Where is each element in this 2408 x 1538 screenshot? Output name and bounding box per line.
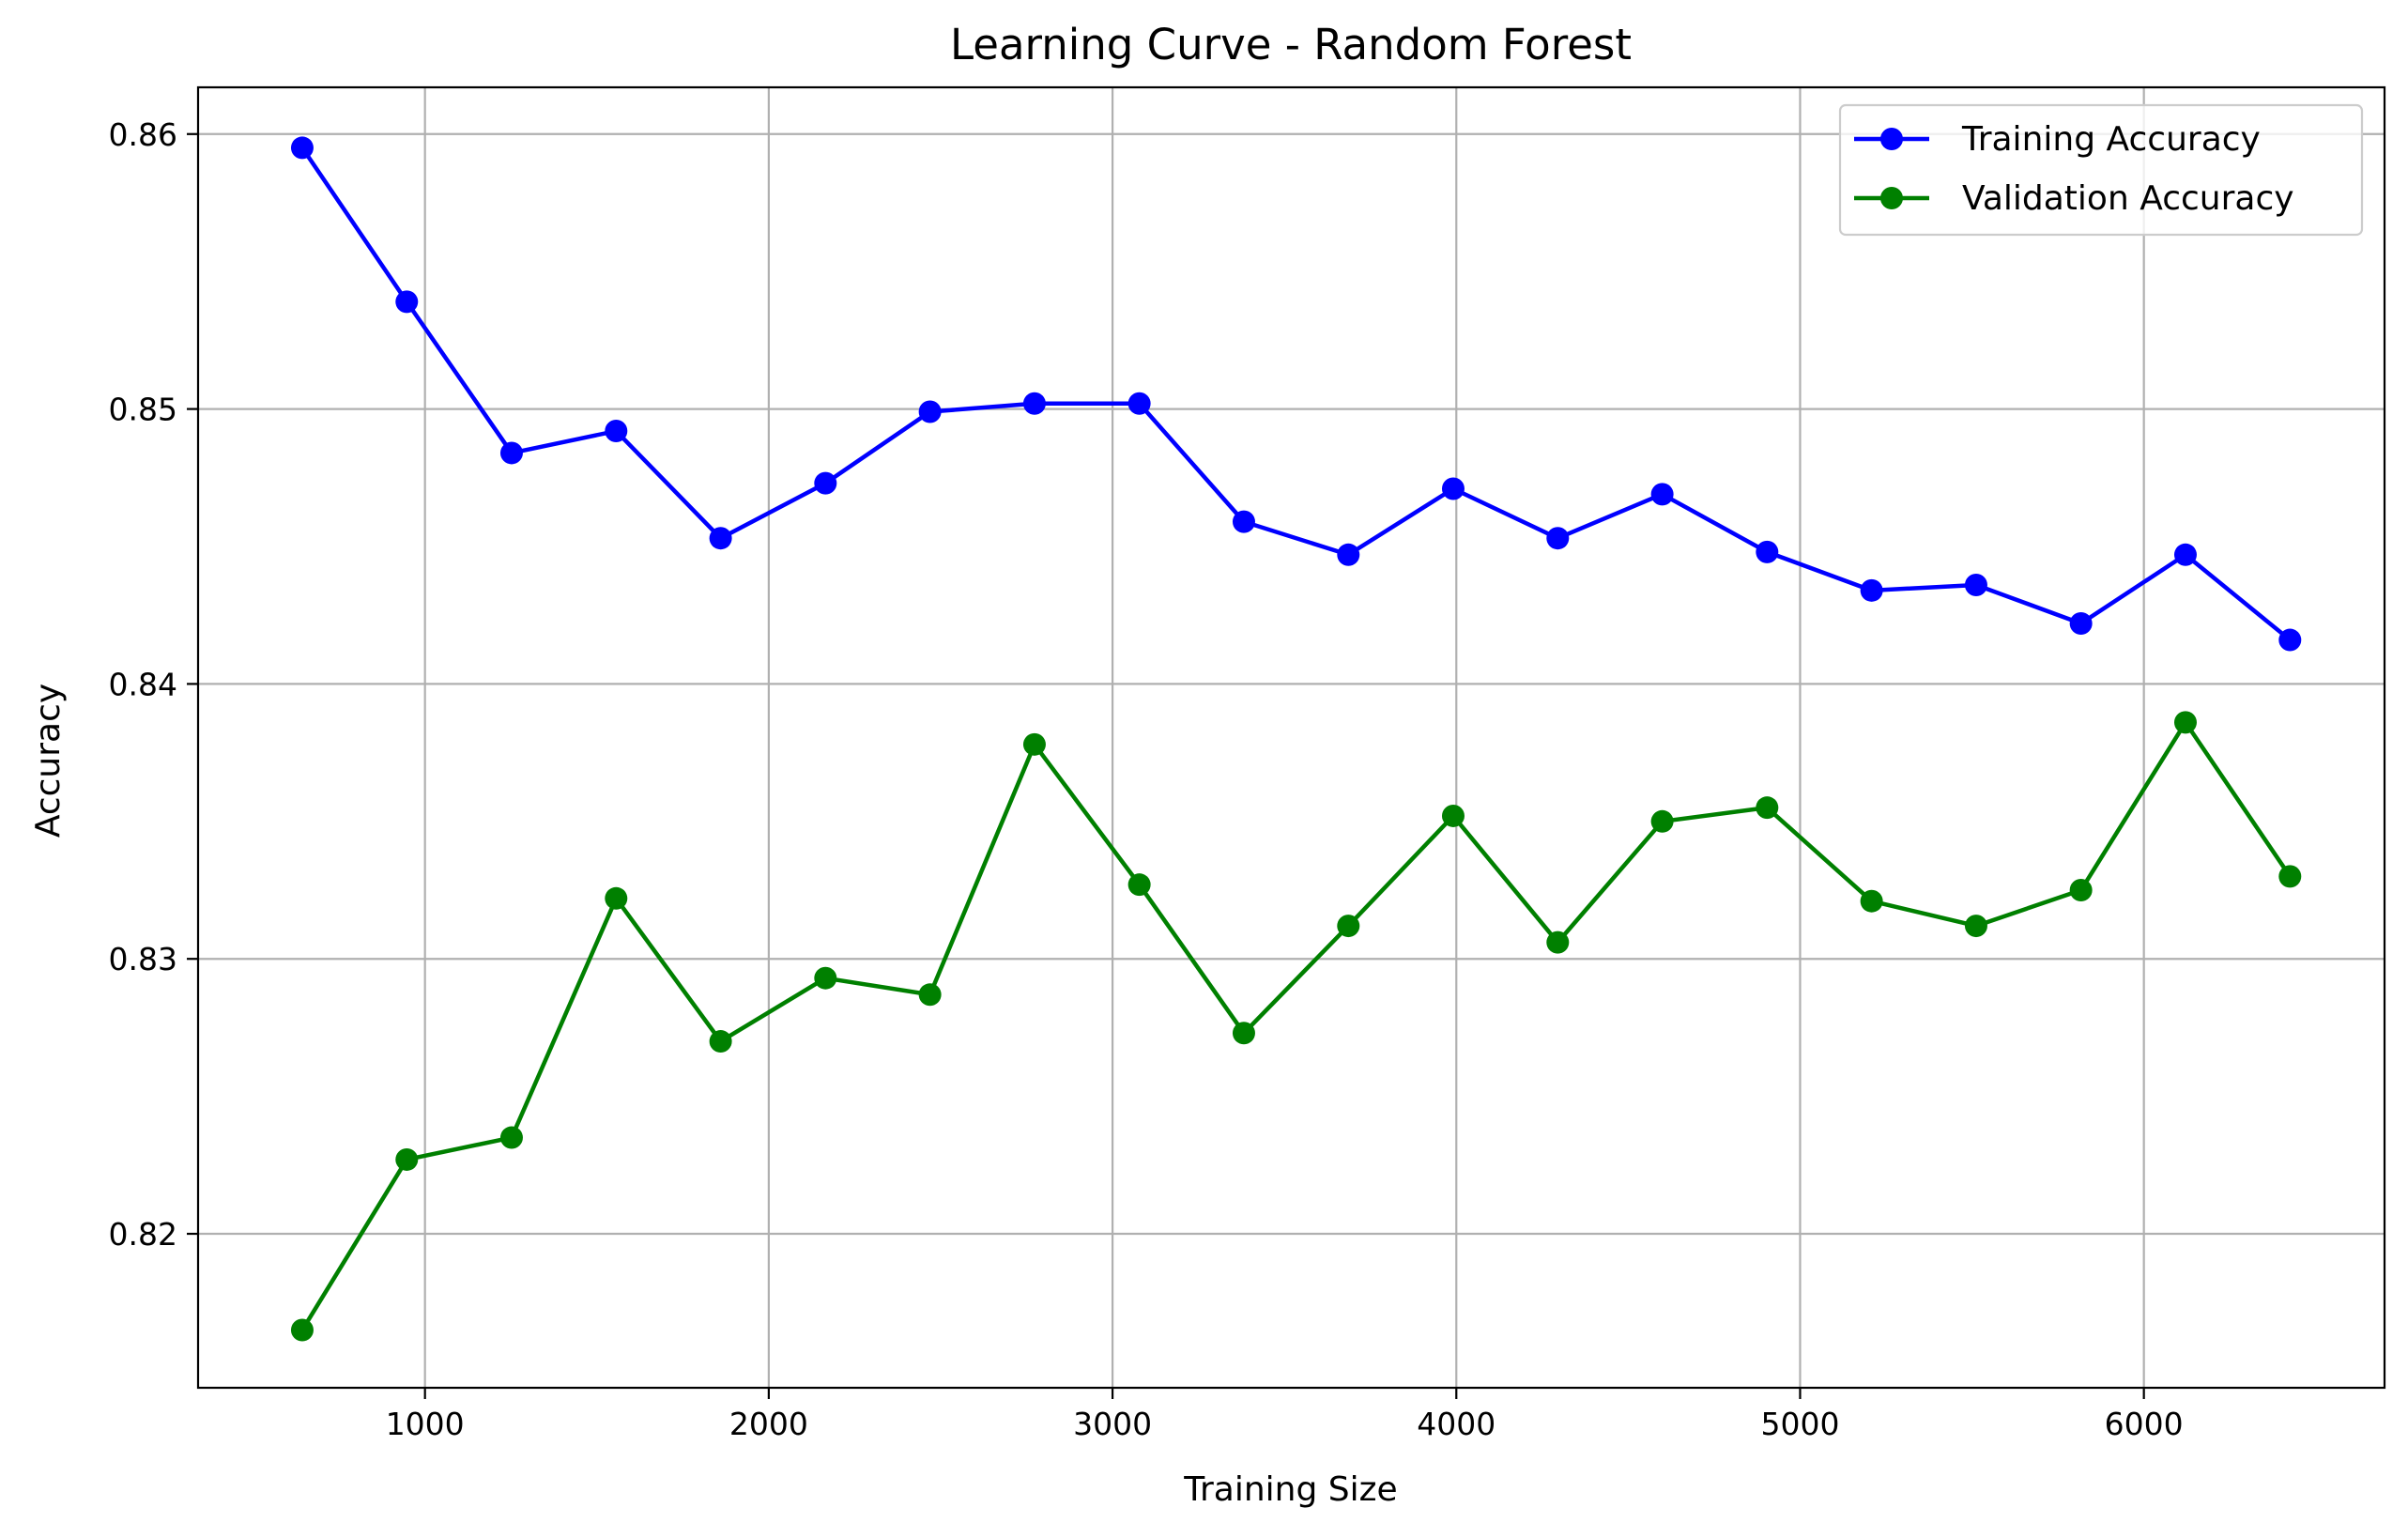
series-validation-accuracy <box>290 711 2302 1342</box>
legend: Training Accuracy Validation Accuracy <box>1838 103 2364 237</box>
y-tick-label: 0.86 <box>109 116 177 153</box>
training-accuracy-point <box>499 441 523 465</box>
validation-accuracy-point <box>709 1030 732 1054</box>
training-accuracy-point <box>1756 540 1779 563</box>
training-accuracy-point <box>2069 611 2093 635</box>
x-tick-label: 4000 <box>1417 1406 1495 1442</box>
validation-accuracy-point <box>1964 915 1987 938</box>
plot-frame <box>196 85 2386 1390</box>
training-accuracy-point <box>1127 392 1151 415</box>
validation-accuracy-point <box>2069 879 2093 902</box>
training-accuracy-point <box>1546 527 1570 550</box>
legend-training-label: Training Accuracy <box>1961 120 2261 159</box>
validation-accuracy-point <box>499 1126 523 1149</box>
training-accuracy-point <box>2173 543 2197 566</box>
x-tick-label: 3000 <box>1073 1406 1152 1442</box>
training-accuracy-point <box>1232 510 1255 533</box>
validation-accuracy-point <box>1650 809 1674 833</box>
series-training-accuracy <box>290 136 2302 652</box>
validation-accuracy-point <box>2278 865 2302 888</box>
training-accuracy-point <box>1650 483 1674 506</box>
training-accuracy-point <box>290 136 314 160</box>
training-accuracy-point <box>1337 543 1360 566</box>
training-accuracy-point <box>1022 392 1046 415</box>
validation-accuracy-point <box>1127 873 1151 897</box>
chart-title: Learning Curve - Random Forest <box>950 20 1632 69</box>
validation-accuracy-point <box>605 886 628 910</box>
validation-accuracy-point <box>2173 711 2197 734</box>
validation-accuracy-point <box>290 1318 314 1342</box>
validation-accuracy-point <box>1756 796 1779 820</box>
validation-accuracy-point <box>1337 915 1360 938</box>
training-accuracy-point <box>605 420 628 443</box>
training-accuracy-line <box>300 146 2292 642</box>
validation-accuracy-point <box>918 983 942 1007</box>
validation-accuracy-line <box>300 720 2293 1331</box>
validation-accuracy-point <box>1546 930 1570 954</box>
training-accuracy-point <box>1441 477 1465 500</box>
tick-layer: 1000 2000 3000 4000 5000 6000 0.82 0.83 0.84 0.85… <box>109 116 2184 1442</box>
training-accuracy-point <box>1860 578 1883 602</box>
validation-accuracy-point <box>1022 732 1046 756</box>
validation-accuracy-point <box>814 966 837 990</box>
training-accuracy-point <box>709 527 732 550</box>
y-tick-label: 0.82 <box>109 1216 177 1253</box>
x-tick-label: 6000 <box>2105 1406 2184 1442</box>
x-axis-label: Training Size <box>1183 1470 1397 1509</box>
validation-accuracy-point <box>1860 889 1883 913</box>
x-tick-label: 1000 <box>386 1406 465 1442</box>
y-tick-label: 0.83 <box>109 941 177 977</box>
legend-training-marker <box>1880 128 1903 150</box>
y-tick-label: 0.84 <box>109 666 177 702</box>
training-accuracy-point <box>2278 628 2302 652</box>
x-tick-label: 2000 <box>729 1406 808 1442</box>
x-tick-label: 5000 <box>1760 1406 1839 1442</box>
validation-accuracy-point <box>1232 1022 1255 1045</box>
training-accuracy-point <box>814 471 837 495</box>
legend-box <box>1838 103 2364 237</box>
training-accuracy-point <box>1964 573 1987 596</box>
series-layer <box>290 136 2302 1342</box>
training-accuracy-point <box>918 400 942 423</box>
validation-accuracy-point <box>395 1147 419 1171</box>
legend-validation-marker <box>1880 187 1903 209</box>
y-axis-label: Accuracy <box>29 684 68 838</box>
validation-accuracy-point <box>1441 804 1465 827</box>
legend-validation-label: Validation Accuracy <box>1962 179 2294 218</box>
training-accuracy-point <box>395 290 419 314</box>
y-tick-label: 0.85 <box>109 392 177 428</box>
